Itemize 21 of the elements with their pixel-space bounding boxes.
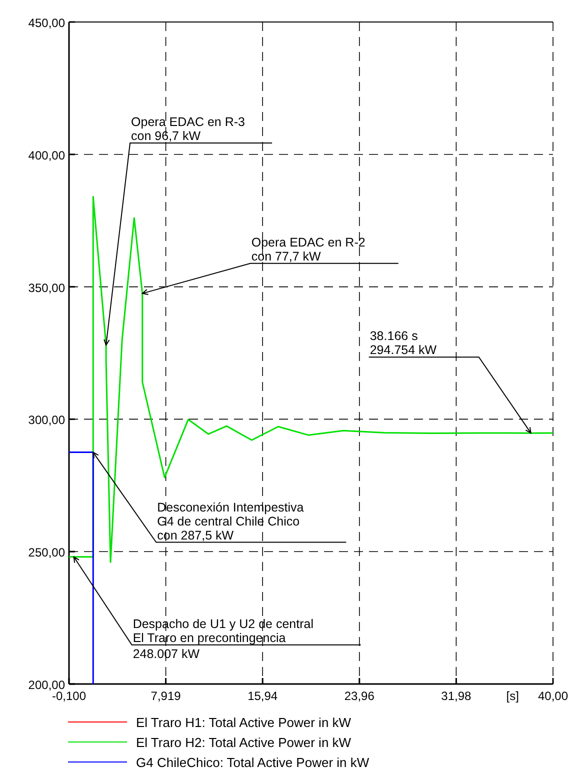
annotation: Opera EDAC en R-2 con 77,7 kW xyxy=(251,235,366,264)
line-series xyxy=(68,196,554,563)
annotation: Opera EDAC en R-3 con 96,7 kW xyxy=(131,115,246,144)
x-tick-label: 23,96 xyxy=(344,689,375,703)
x-tick-label: 40,00 xyxy=(538,689,568,703)
legend-label: El Traro H1: Total Active Power in kW xyxy=(136,715,352,730)
annotation: Despacho de U1 y U2 de central El Traro en precontingencia 248.007 kW xyxy=(132,616,314,661)
x-tick-label: -0,100 xyxy=(52,689,86,703)
x-tick-label: 31,98 xyxy=(441,689,472,703)
legend-label: El Traro H2: Total Active Power in kW xyxy=(136,735,352,750)
x-axis-title: [s] xyxy=(506,689,519,703)
y-tick-label: 250,00 xyxy=(28,546,66,560)
y-tick-label: 300,00 xyxy=(28,413,66,428)
y-tick-label: 450,00 xyxy=(28,16,66,30)
annotation: 38.166 s 294.754 kW xyxy=(370,329,437,358)
y-tick-label: 200,00 xyxy=(28,678,66,692)
y-tick-label: 400,00 xyxy=(28,148,66,162)
y-tick-label: 350,00 xyxy=(28,280,66,295)
x-tick-label: 15,94 xyxy=(248,689,278,703)
x-tick-label: 7,919 xyxy=(150,689,182,703)
legend-label: G4 ChileChico: Total Active Power in kW xyxy=(136,755,370,770)
